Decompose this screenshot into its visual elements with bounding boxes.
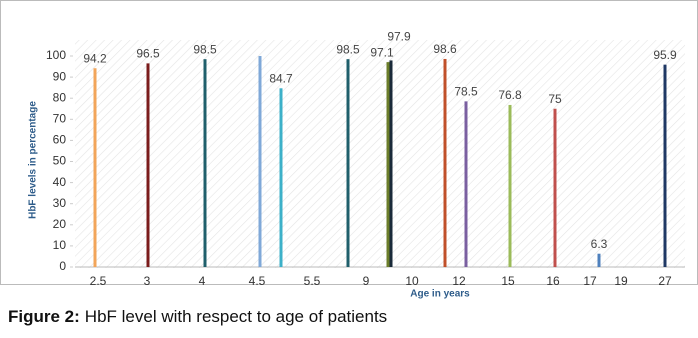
x-tick-label: 4.5 (249, 274, 266, 288)
bar (464, 101, 468, 268)
y-tick-label: 60 (53, 133, 67, 147)
value-label: 96.5 (136, 47, 160, 61)
bar (508, 104, 512, 268)
value-label: 97.9 (387, 30, 411, 44)
y-tick-label: 50 (53, 154, 67, 168)
bar (663, 64, 667, 267)
y-axis-title: HbF levels in percentage (28, 101, 39, 219)
value-label: 97.1 (370, 45, 394, 59)
y-tick-label: 90 (53, 69, 67, 83)
plot-background (75, 40, 685, 268)
bar (146, 63, 150, 268)
bar (258, 56, 262, 267)
x-tick-label: 17 (583, 274, 597, 288)
x-tick-label: 2.5 (90, 274, 107, 288)
x-axis-title: Age in years (410, 289, 470, 300)
bar (93, 68, 97, 267)
y-tick-label: 100 (46, 48, 66, 62)
value-label: 78.5 (454, 85, 478, 99)
caption-label: Figure 2: (8, 307, 80, 326)
bar (443, 58, 447, 268)
x-tick-label: 4 (199, 274, 206, 288)
bar (279, 88, 283, 268)
value-label: 84.7 (269, 71, 293, 85)
y-tick-label: 10 (53, 238, 67, 252)
value-label: 75 (548, 92, 562, 106)
y-tick-label: 40 (53, 175, 67, 189)
bar (389, 60, 393, 267)
x-tick-label: 5.5 (304, 274, 321, 288)
x-tick-label: 12 (452, 274, 466, 288)
y-tick-label: 80 (53, 90, 67, 104)
value-label: 98.5 (336, 42, 360, 56)
x-tick-label: 19 (614, 274, 628, 288)
value-label: 94.2 (83, 51, 107, 65)
caption-text: HbF level with respect to age of patient… (85, 307, 387, 326)
y-tick-label: 30 (53, 196, 67, 210)
bar (386, 62, 390, 267)
value-label: 98.6 (433, 42, 457, 56)
y-tick-label: 20 (53, 217, 67, 231)
x-tick-label: 10 (405, 274, 419, 288)
y-tick-label: 0 (59, 259, 66, 273)
caption: Figure 2: HbF level with respect to age o… (8, 307, 387, 326)
bar (597, 253, 601, 267)
value-label: 98.5 (193, 42, 217, 56)
x-tick-label: 27 (658, 274, 672, 288)
x-tick-label: 16 (546, 274, 560, 288)
x-tick-label: 9 (363, 274, 370, 288)
x-tick-label: 15 (501, 274, 515, 288)
bar (203, 59, 207, 267)
bar (346, 59, 350, 267)
y-tick-label: 70 (53, 111, 67, 125)
value-label: 6.3 (591, 237, 608, 251)
bar (553, 108, 557, 267)
value-label: 76.8 (498, 88, 522, 102)
x-tick-label: 3 (144, 274, 151, 288)
value-label: 95.9 (653, 48, 677, 62)
